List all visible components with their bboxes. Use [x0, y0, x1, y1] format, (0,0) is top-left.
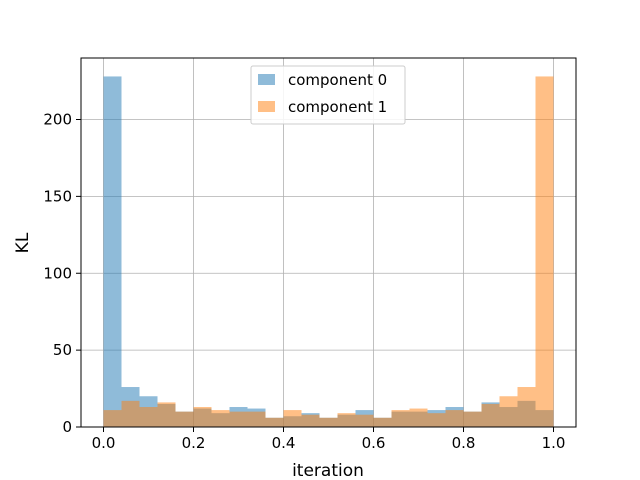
bar-component-1: [517, 387, 536, 427]
bar-component-1: [229, 411, 248, 427]
legend-swatch-component-1: [258, 101, 275, 112]
y-axis-label: KL: [13, 232, 33, 253]
legend-swatch-component-0: [258, 74, 275, 85]
x-axis-label: iteration: [292, 461, 364, 480]
bar-component-0: [103, 76, 122, 427]
bar-component-1: [211, 410, 230, 427]
legend: component 0 component 1: [250, 65, 406, 125]
x-tick-label: 0.6: [362, 434, 386, 452]
y-tick-label: 50: [53, 341, 72, 359]
bar-component-1: [247, 411, 266, 427]
bar-component-1: [463, 411, 482, 427]
bar-component-1: [337, 413, 356, 427]
bar-component-1: [445, 410, 464, 427]
bar-component-1: [265, 417, 284, 427]
bar-component-1: [283, 410, 302, 427]
bar-component-1: [535, 76, 554, 427]
bar-component-1: [103, 410, 122, 427]
histogram-bars: [103, 76, 554, 427]
bar-component-1: [139, 407, 158, 427]
x-tick-label: 0.0: [92, 434, 116, 452]
axis-ticks: 0.0 0.2 0.4 0.6 0.8 1.0 0 50 100 150 200: [43, 111, 565, 453]
bar-component-1: [319, 417, 338, 427]
bar-component-1: [391, 410, 410, 427]
x-tick-label: 0.2: [182, 434, 206, 452]
y-tick-label: 100: [43, 264, 72, 282]
x-tick-label: 0.4: [272, 434, 296, 452]
plot-frame: [80, 57, 577, 428]
legend-label-component-0: component 0: [288, 71, 387, 89]
bar-component-1: [409, 408, 428, 427]
legend-box: [250, 65, 406, 125]
x-tick-label: 1.0: [542, 434, 566, 452]
bar-component-1: [157, 402, 176, 427]
bar-component-1: [121, 400, 140, 427]
bar-component-1: [499, 396, 518, 427]
legend-label-component-1: component 1: [288, 98, 387, 116]
y-tick-label: 150: [43, 187, 72, 205]
bar-component-1: [175, 411, 194, 427]
x-tick-label: 0.8: [452, 434, 476, 452]
bar-component-1: [481, 403, 500, 427]
bar-component-1: [193, 407, 212, 427]
bar-component-1: [301, 414, 320, 427]
y-tick-label: 0: [62, 418, 72, 436]
bar-component-1: [355, 414, 374, 427]
y-tick-label: 200: [43, 111, 72, 129]
bar-component-1: [373, 417, 392, 427]
bar-component-1: [427, 413, 446, 427]
